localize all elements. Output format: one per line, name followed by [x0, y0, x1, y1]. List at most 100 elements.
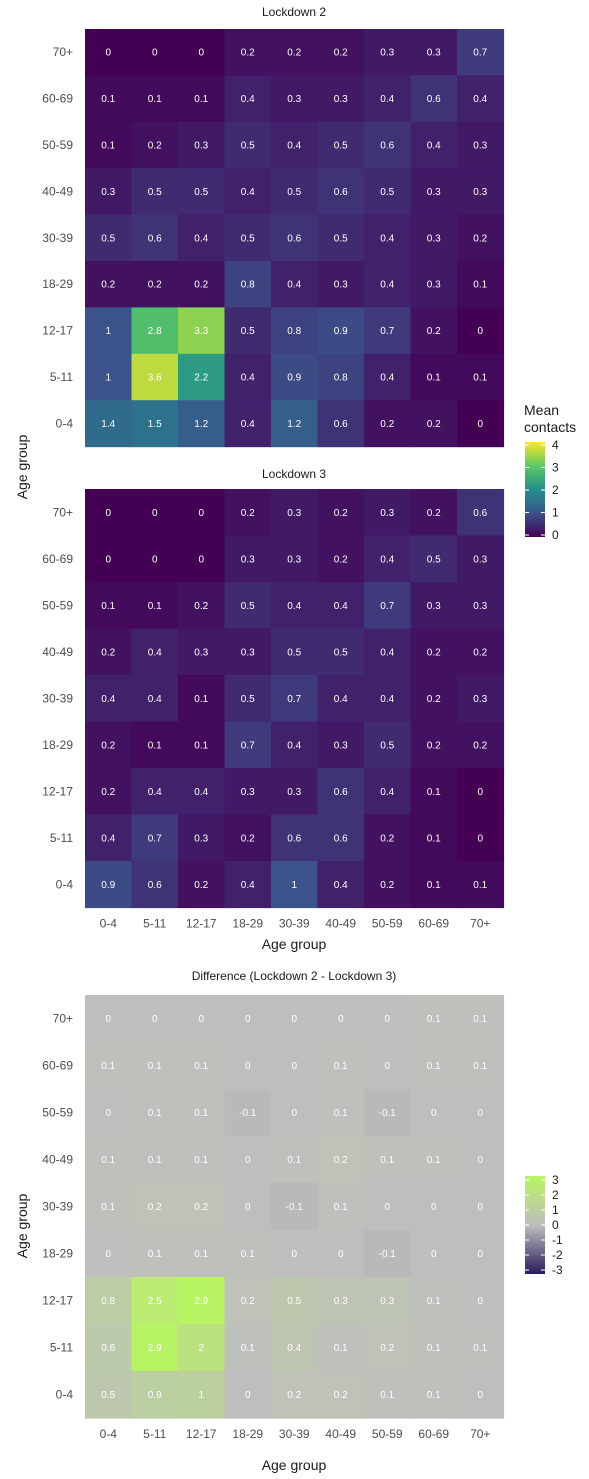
heatmap-cell: [271, 214, 319, 262]
y-tick-label: 5-11: [50, 370, 73, 384]
cell-value-label: 0.3: [473, 187, 487, 198]
heatmap-cell: [457, 1230, 505, 1278]
cell-value-label: 0.3: [334, 94, 348, 105]
x-tick-label: 0-4: [100, 917, 118, 931]
heatmap-cell: [178, 261, 226, 308]
cell-value-label: 0: [477, 787, 483, 798]
cell-value-label: -0.1: [379, 1108, 397, 1119]
cell-value-label: 0.8: [287, 326, 301, 337]
heatmap-cell: [178, 1324, 226, 1372]
heatmap-cell: [364, 75, 412, 123]
heatmap-cell: [410, 1042, 458, 1090]
cell-value-label: 0.3: [241, 554, 255, 565]
cell-value-label: 0.1: [334, 1202, 348, 1213]
heatmap-cell: [457, 168, 505, 216]
heatmap-cell: [457, 1136, 505, 1184]
cell-value-label: 0.2: [287, 1390, 301, 1401]
cell-value-label: 0.1: [473, 880, 487, 891]
cell-value-label: 0.4: [194, 787, 208, 798]
heatmap-cell: [457, 675, 505, 723]
heatmap-cell: [317, 1136, 365, 1184]
cell-value-label: 0.3: [427, 48, 441, 59]
heatmap-cell: [410, 261, 458, 308]
heatmap-cell: [131, 675, 179, 723]
heatmap-cell: [224, 768, 272, 816]
heatmap-cell: [364, 400, 412, 448]
cell-value-label: 1.5: [148, 419, 162, 430]
cell-value-label: 0.3: [473, 554, 487, 565]
x-tick-label: 18-29: [232, 917, 263, 931]
heatmap-cell: [410, 1136, 458, 1184]
heatmap-cell: [457, 628, 505, 676]
heatmap-cell: [131, 535, 179, 583]
heatmap-cell: [131, 721, 179, 769]
x-tick-label: 0-4: [100, 1427, 118, 1441]
heatmap-cell: [271, 768, 319, 816]
heatmap-cell: [271, 168, 319, 216]
cell-value-label: 0.1: [427, 880, 441, 891]
x-tick-label: 40-49: [325, 1427, 356, 1441]
y-tick-label: 50-59: [42, 598, 73, 612]
heatmap-cell: [271, 1089, 319, 1137]
cell-value-label: 0.3: [241, 647, 255, 658]
heatmap-cell: [410, 861, 458, 909]
cell-value-label: 0.9: [334, 326, 348, 337]
cell-value-label: 0.9: [287, 373, 301, 384]
cell-value-label: 0: [384, 1061, 390, 1072]
heatmap-cell: [457, 1089, 505, 1137]
heatmap-cell: [457, 1042, 505, 1090]
cell-value-label: 0.4: [380, 233, 394, 244]
heatmap-cell: [410, 29, 458, 76]
heatmap-cell: [457, 75, 505, 123]
x-tick-label: 30-39: [279, 917, 310, 931]
heatmap-cell: [224, 307, 272, 355]
x-axis-title-lockdown-3: Age group: [262, 936, 327, 952]
cell-value-label: 0.2: [380, 833, 394, 844]
cell-value-label: 0.4: [241, 94, 255, 105]
cell-value-label: 0.4: [427, 141, 441, 152]
cell-value-label: 0.1: [334, 1108, 348, 1119]
cell-value-label: 0.4: [101, 694, 115, 705]
cell-value-label: 0.1: [148, 1249, 162, 1260]
heatmap-cell: [271, 1183, 319, 1231]
cell-value-label: 0.4: [241, 373, 255, 384]
cell-value-label: 0.6: [334, 187, 348, 198]
heatmap-cell: [410, 400, 458, 448]
cell-value-label: 0: [477, 833, 483, 844]
cell-value-label: 0.1: [473, 280, 487, 291]
y-tick-label: 60-69: [42, 1059, 73, 1073]
heatmap-cell: [85, 1089, 133, 1137]
cell-value-label: 0.4: [380, 94, 394, 105]
heatmap-cell: [410, 307, 458, 355]
cell-value-label: 0: [338, 1014, 344, 1025]
cell-value-label: 0.2: [148, 1202, 162, 1213]
heatmap-cell: [85, 535, 133, 583]
cell-value-label: 0.1: [148, 1155, 162, 1166]
cell-value-label: 0.4: [241, 419, 255, 430]
heatmap-cell: [364, 861, 412, 909]
heatmap-cell: [364, 814, 412, 862]
heatmap-cell: [410, 721, 458, 769]
cell-value-label: 0: [291, 1108, 297, 1119]
cell-value-label: 0.2: [194, 601, 208, 612]
cell-value-label: -0.1: [239, 1108, 257, 1119]
cell-value-label: 0.2: [241, 48, 255, 59]
cell-value-label: 0.2: [427, 647, 441, 658]
cell-value-label: 0.5: [241, 326, 255, 337]
y-tick-label: 5-11: [50, 1341, 73, 1355]
heatmap-cell: [364, 1277, 412, 1325]
cell-value-label: 0.5: [287, 647, 301, 658]
heatmap-cell: [271, 121, 319, 169]
heatmap-cell: [224, 1277, 272, 1325]
cell-value-label: 0.4: [287, 141, 301, 152]
cell-value-label: 0.1: [101, 94, 115, 105]
x-tick-label: 60-69: [418, 1427, 449, 1441]
x-tick-label: 60-69: [418, 917, 449, 931]
heatmap-cell: [271, 353, 319, 401]
heatmap-cell: [271, 29, 319, 76]
heatmap-cell: [85, 628, 133, 676]
cell-value-label: 0.2: [427, 326, 441, 337]
cell-value-label: 0.8: [334, 373, 348, 384]
cell-value-label: 0.2: [427, 740, 441, 751]
heatmap-cell: [271, 400, 319, 448]
